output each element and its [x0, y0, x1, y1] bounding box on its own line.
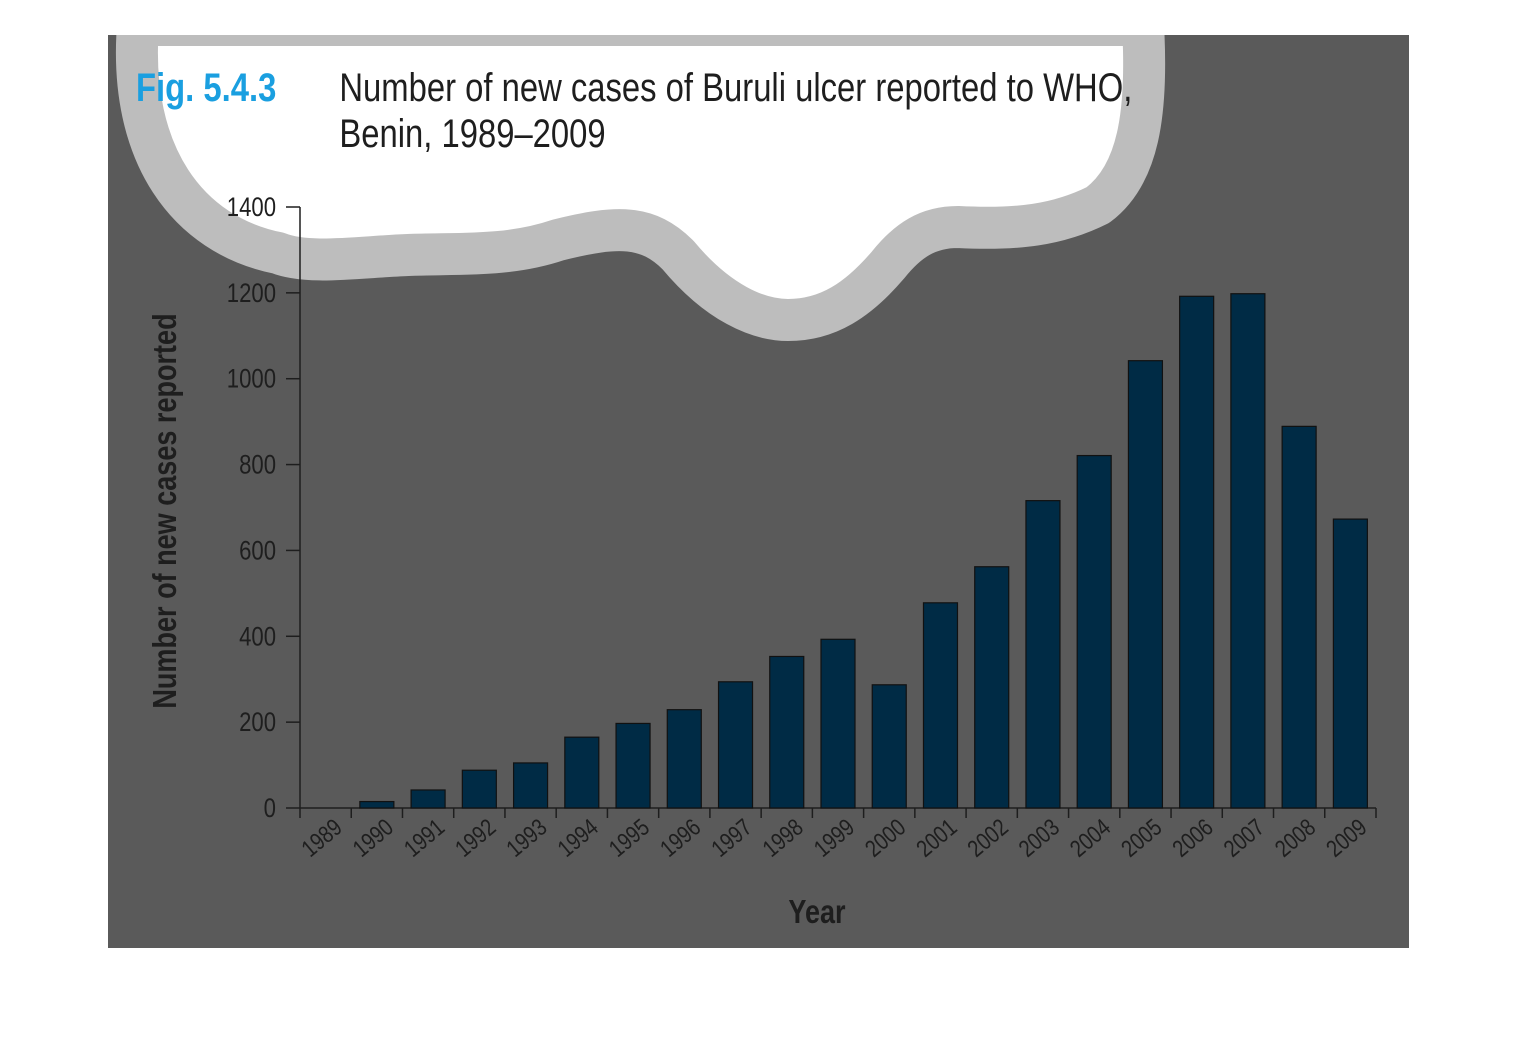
- bar-1998: [769, 655, 805, 809]
- x-tick-label: 1993: [501, 813, 552, 862]
- bar-2003: [1025, 500, 1061, 809]
- bar-1997: [717, 681, 754, 809]
- cloud-shape: [115, 35, 1166, 341]
- bar-1994: [564, 736, 600, 809]
- bar-2001: [922, 602, 959, 809]
- bar-1992: [461, 769, 497, 809]
- x-tick-label: 1995: [603, 813, 654, 862]
- x-tick-label: 1996: [655, 813, 706, 862]
- y-tick-label: 1200: [227, 279, 276, 309]
- figure-title-line1: Number of new cases of Buruli ulcer repo…: [339, 66, 1133, 110]
- x-tick-label: 2005: [1116, 813, 1167, 862]
- x-tick-label: 1990: [347, 813, 398, 862]
- x-tick-label: 2004: [1065, 813, 1116, 862]
- x-tick-label: 1989: [296, 813, 347, 862]
- y-tick-label: 1400: [227, 193, 276, 223]
- bar-2000: [871, 684, 907, 809]
- x-tick-label: 1997: [706, 813, 757, 862]
- x-tick-label: 2008: [1270, 813, 1321, 862]
- y-axis-ticks: 0 200 400 600 800 1000 1200 1400: [227, 193, 300, 824]
- x-tick-label: 2000: [860, 813, 911, 862]
- bar-1991: [410, 789, 446, 809]
- bar-2007: [1230, 293, 1266, 809]
- x-tick-label: 1991: [399, 813, 450, 862]
- bar-2002: [974, 566, 1010, 809]
- bar-2005: [1127, 360, 1164, 809]
- bar-1996: [666, 709, 702, 809]
- figure-title-block: Fig. 5.4.3 Number of new cases of Buruli …: [136, 65, 1132, 157]
- figure-title-line2: Benin, 1989–2009: [339, 112, 606, 156]
- y-tick-label: 400: [239, 622, 276, 652]
- bar-1995: [615, 722, 651, 809]
- y-tick-label: 1000: [227, 365, 276, 395]
- x-tick-label: 1999: [808, 813, 859, 862]
- bar-2004: [1076, 454, 1112, 809]
- bars: [359, 293, 1368, 809]
- bar-chart: 1989 1990 1991 1992 1993 1994 1995 1996 1997 1998…: [148, 193, 1377, 931]
- bar-2009: [1332, 518, 1368, 809]
- x-tick-label: 2002: [962, 813, 1013, 862]
- x-tick-label: 2007: [1218, 813, 1269, 862]
- x-tick-label: 1992: [450, 813, 501, 862]
- figure-panel: Fig. 5.4.3 Number of new cases of Buruli …: [108, 35, 1409, 948]
- figure-label: Fig. 5.4.3: [136, 66, 277, 110]
- y-axis-title: Number of new cases reported: [148, 313, 184, 708]
- bar-1999: [820, 638, 856, 809]
- x-axis-ticks: 1989 1990 1991 1992 1993 1994 1995 1996 1997 1998…: [296, 808, 1377, 862]
- x-tick-label: 2001: [911, 813, 962, 862]
- bar-2008: [1281, 425, 1317, 809]
- bar-1990: [359, 800, 395, 809]
- bar-1993: [512, 762, 549, 809]
- y-tick-label: 800: [239, 451, 276, 481]
- y-tick-label: 0: [264, 794, 276, 824]
- x-tick-label: 1994: [552, 813, 603, 862]
- y-tick-label: 200: [239, 708, 276, 738]
- bar-2006: [1179, 295, 1215, 809]
- x-tick-label: 2006: [1167, 813, 1218, 862]
- x-tick-label: 2003: [1013, 813, 1064, 862]
- y-tick-label: 600: [239, 536, 276, 566]
- x-tick-label: 1998: [757, 813, 808, 862]
- x-axis-title: Year: [788, 895, 845, 931]
- x-tick-label: 2009: [1321, 813, 1372, 862]
